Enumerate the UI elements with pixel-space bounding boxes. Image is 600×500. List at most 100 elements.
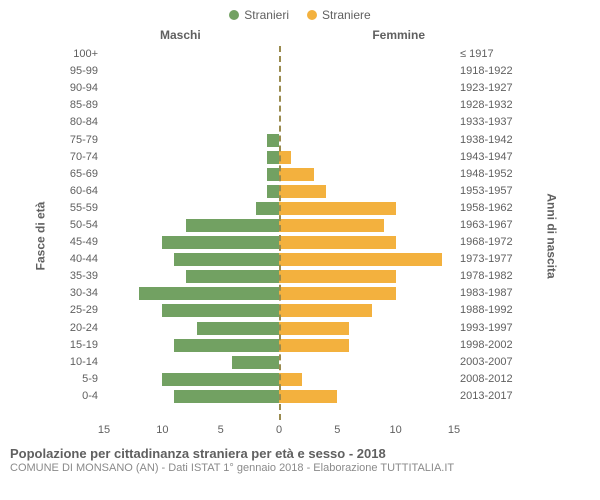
male-bar xyxy=(162,304,279,317)
birth-year-label: 1973-1977 xyxy=(454,254,522,265)
x-axis-tick: 10 xyxy=(390,424,402,436)
female-bar xyxy=(279,390,337,403)
male-bar xyxy=(267,185,279,198)
male-bar xyxy=(139,287,279,300)
age-group-label: 90-94 xyxy=(62,83,104,94)
age-group-label: 100+ xyxy=(62,49,104,60)
age-group-label: 5-9 xyxy=(62,374,104,385)
bar-pair xyxy=(104,234,454,251)
column-header-female: Femmine xyxy=(372,28,425,42)
bar-pair xyxy=(104,302,454,319)
male-bar-container xyxy=(104,302,279,319)
male-bar-container xyxy=(104,217,279,234)
female-bar xyxy=(279,168,314,181)
legend-swatch-female xyxy=(307,10,317,20)
female-bar xyxy=(279,219,384,232)
bar-pair xyxy=(104,80,454,97)
age-group-label: 55-59 xyxy=(62,203,104,214)
pyramid-row: 45-491968-1972 xyxy=(62,234,522,251)
female-bar-container xyxy=(279,285,454,302)
x-axis: 15105051015 xyxy=(62,422,522,442)
bar-pair xyxy=(104,46,454,63)
male-bar-container xyxy=(104,63,279,80)
female-bar-container xyxy=(279,200,454,217)
female-bar-container xyxy=(279,217,454,234)
male-bar xyxy=(267,168,279,181)
pyramid-row: 80-84 1933-1937 xyxy=(62,114,522,131)
birth-year-label: 1933-1937 xyxy=(454,117,522,128)
pyramid-row: 15-191998-2002 xyxy=(62,337,522,354)
female-bar-container xyxy=(279,251,454,268)
female-bar-container xyxy=(279,63,454,80)
pyramid-row: 85-891928-1932 xyxy=(62,97,522,114)
female-bar-container xyxy=(279,302,454,319)
age-group-label: 85-89 xyxy=(62,100,104,111)
female-bar-container xyxy=(279,131,454,148)
age-group-label: 60-64 xyxy=(62,186,104,197)
female-bar-container xyxy=(279,97,454,114)
birth-year-label: 1923-1927 xyxy=(454,83,522,94)
pyramid-row: 50-541963-1967 xyxy=(62,217,522,234)
pyramid-row: 95-99 1918-1922 xyxy=(62,63,522,80)
y-axis-left-title: Fasce di età xyxy=(33,202,47,271)
legend-item-male: Stranieri xyxy=(229,8,289,22)
bar-pair xyxy=(104,217,454,234)
pyramid-row: 0-42013-2017 xyxy=(62,388,522,405)
x-axis-tick: 5 xyxy=(334,424,340,436)
age-group-label: 40-44 xyxy=(62,254,104,265)
female-bar-container xyxy=(279,337,454,354)
x-axis-tick: 5 xyxy=(218,424,224,436)
birth-year-label: 1953-1957 xyxy=(454,186,522,197)
male-bar xyxy=(174,253,279,266)
male-bar xyxy=(256,202,279,215)
female-bar-container xyxy=(279,388,454,405)
male-bar xyxy=(267,151,279,164)
pyramid-row: 40-44 1973-1977 xyxy=(62,251,522,268)
birth-year-label: 1918-1922 xyxy=(454,66,522,77)
legend-item-female: Straniere xyxy=(307,8,371,22)
male-bar-container xyxy=(104,131,279,148)
male-bar-container xyxy=(104,149,279,166)
male-bar xyxy=(267,134,279,147)
x-axis-tick: 15 xyxy=(98,424,110,436)
age-group-label: 30-34 xyxy=(62,288,104,299)
bar-pair xyxy=(104,183,454,200)
birth-year-label: 1993-1997 xyxy=(454,323,522,334)
birth-year-label: 2013-2017 xyxy=(454,391,522,402)
male-bar xyxy=(174,390,279,403)
legend-swatch-male xyxy=(229,10,239,20)
age-group-label: 35-39 xyxy=(62,271,104,282)
female-bar-container xyxy=(279,149,454,166)
male-bar-container xyxy=(104,80,279,97)
bar-pair xyxy=(104,63,454,80)
male-bar-container xyxy=(104,114,279,131)
birth-year-label: 2008-2012 xyxy=(454,374,522,385)
female-bar xyxy=(279,185,326,198)
female-bar xyxy=(279,202,396,215)
female-bar xyxy=(279,287,396,300)
caption-subtitle: COMUNE DI MONSANO (AN) - Dati ISTAT 1° g… xyxy=(10,462,600,476)
age-group-label: 80-84 xyxy=(62,117,104,128)
bar-pair xyxy=(104,166,454,183)
pyramid-row: 70-741943-1947 xyxy=(62,149,522,166)
x-axis-tick: 10 xyxy=(156,424,168,436)
female-bar xyxy=(279,339,349,352)
female-bar xyxy=(279,322,349,335)
age-group-label: 95-99 xyxy=(62,66,104,77)
male-bar-container xyxy=(104,166,279,183)
age-group-label: 20-24 xyxy=(62,323,104,334)
legend-label-male: Stranieri xyxy=(244,8,289,22)
birth-year-label: 1963-1967 xyxy=(454,220,522,231)
male-bar-container xyxy=(104,354,279,371)
male-bar-container xyxy=(104,371,279,388)
female-bar xyxy=(279,373,302,386)
female-bar-container xyxy=(279,234,454,251)
birth-year-label: 1998-2002 xyxy=(454,340,522,351)
birth-year-label: 1943-1947 xyxy=(454,152,522,163)
column-header-male: Maschi xyxy=(160,28,201,42)
female-bar-container xyxy=(279,320,454,337)
female-bar xyxy=(279,253,442,266)
age-group-label: 25-29 xyxy=(62,305,104,316)
bar-pair xyxy=(104,320,454,337)
birth-year-label: 1968-1972 xyxy=(454,237,522,248)
